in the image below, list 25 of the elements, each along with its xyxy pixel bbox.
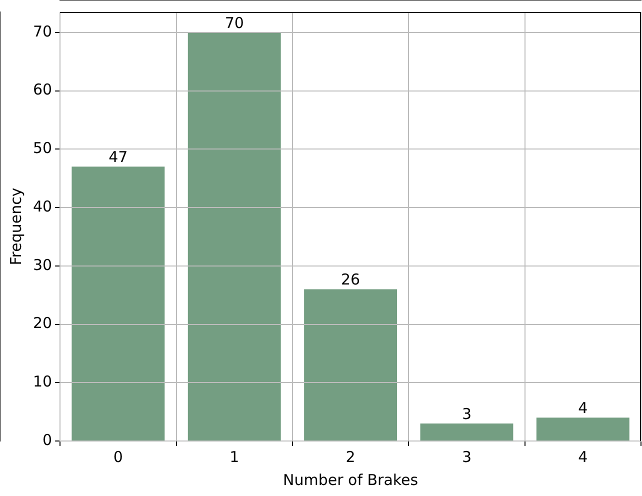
x-tick-label: 3	[462, 448, 472, 466]
bar	[72, 166, 165, 440]
y-tick-label: 70	[32, 22, 52, 40]
y-tick-label: 30	[32, 256, 52, 274]
data-label: 47	[108, 148, 128, 166]
bar	[304, 289, 398, 440]
data-label: 4	[578, 399, 588, 418]
y-tick-label: 0	[42, 430, 52, 449]
data-label: 26	[340, 270, 360, 289]
x-tick-label: 4	[578, 448, 588, 466]
x-tick-label: 0	[113, 448, 123, 466]
y-tick-label: 40	[32, 197, 52, 216]
y-tick-label: 50	[32, 139, 52, 158]
y-axis-title: Frequency	[6, 188, 25, 266]
data-label: 70	[224, 14, 244, 32]
bar	[420, 423, 514, 440]
x-axis-title: Number of Brakes	[282, 470, 418, 489]
data-label: 3	[462, 404, 472, 423]
x-tick-label: 2	[346, 448, 356, 466]
bar	[188, 32, 281, 440]
x-tick-label: 1	[230, 448, 240, 466]
y-tick-label: 20	[32, 314, 52, 332]
y-tick-label: 60	[32, 80, 52, 99]
bar	[536, 418, 630, 440]
y-tick-label: 10	[32, 372, 52, 391]
